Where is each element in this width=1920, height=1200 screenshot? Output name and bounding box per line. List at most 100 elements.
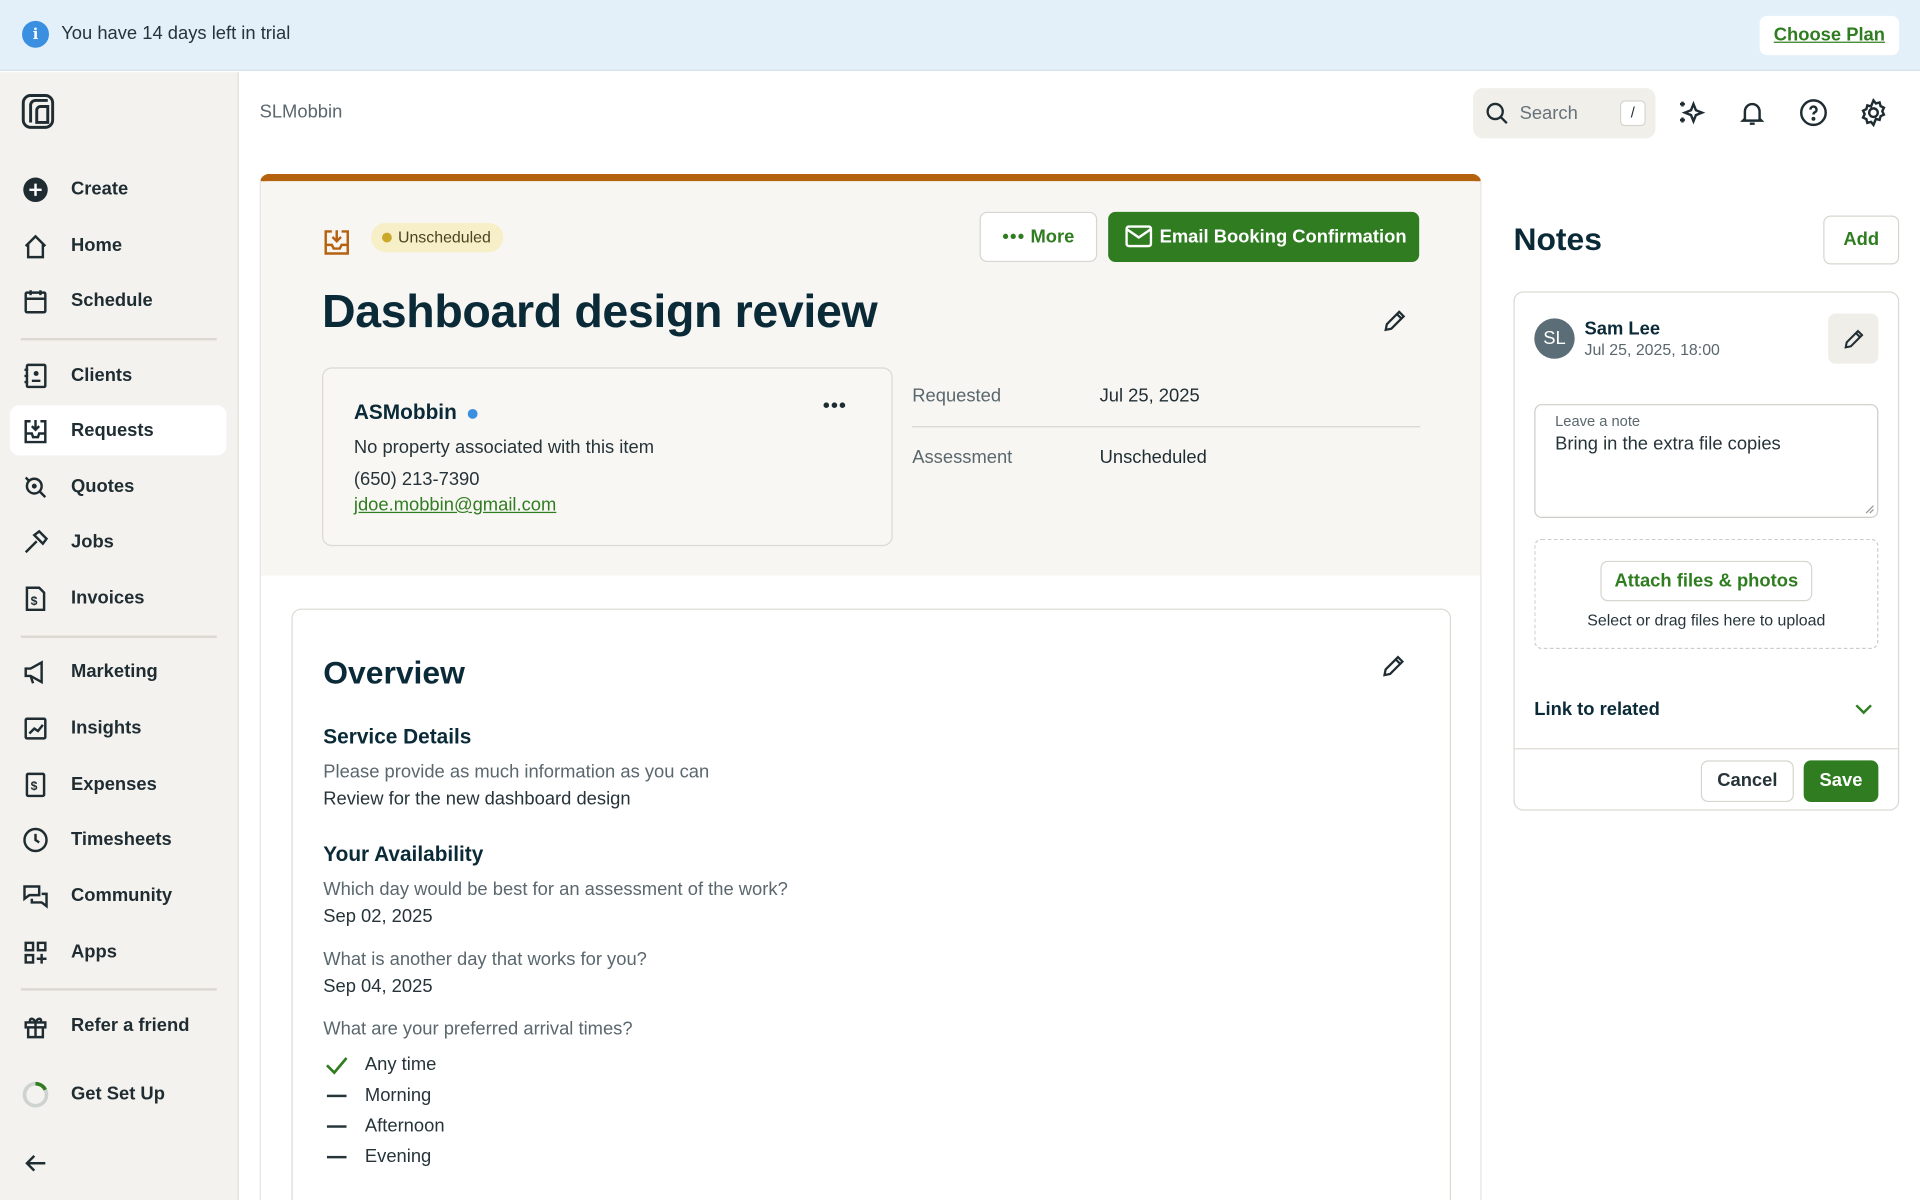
sidebar-item-refer-a-friend[interactable]: Refer a friend xyxy=(10,1000,227,1050)
avatar: SL xyxy=(1534,318,1575,359)
collapse-arrow-icon[interactable] xyxy=(23,1151,47,1182)
request-header: Unscheduled ••• More Email Booking Confi… xyxy=(260,181,1481,576)
note-date: Jul 25, 2025, 18:00 xyxy=(1584,340,1720,359)
sidebar-divider xyxy=(20,635,217,638)
search-placeholder: Search xyxy=(1519,102,1578,124)
chevron-down-icon[interactable] xyxy=(1854,702,1874,717)
sidebar-divider xyxy=(20,988,217,991)
file-drop-zone[interactable]: Attach files & photos Select or drag fil… xyxy=(1534,538,1879,649)
sidebar-item-jobs[interactable]: Jobs xyxy=(10,517,227,567)
trial-banner: i You have 14 days left in trial Choose … xyxy=(0,0,1920,72)
link-to-related-toggle[interactable]: Link to related xyxy=(1534,699,1660,721)
progress-ring-icon xyxy=(22,1081,49,1108)
status-dot xyxy=(467,408,478,419)
sidebar-item-community[interactable]: Community xyxy=(10,871,227,921)
sidebar-item-invoices[interactable]: $ Invoices xyxy=(10,573,227,623)
edit-pencil-icon[interactable] xyxy=(1381,307,1408,334)
sparkle-icon[interactable] xyxy=(1676,98,1706,127)
request-icon xyxy=(324,230,349,255)
note-field-value[interactable]: Bring in the extra file copies xyxy=(1555,433,1781,455)
pencil-icon xyxy=(1843,328,1863,349)
client-card: ASMobbin ••• No property associated with… xyxy=(322,367,893,547)
email-booking-confirmation-button[interactable]: Email Booking Confirmation xyxy=(1108,211,1420,263)
service-question: Please provide as much information as yo… xyxy=(323,761,710,783)
search-icon xyxy=(1486,102,1508,124)
sidebar-item-label: Timesheets xyxy=(71,828,172,850)
trial-text: You have 14 days left in trial xyxy=(61,23,291,45)
attach-files-button[interactable]: Attach files & photos xyxy=(1600,560,1813,602)
client-email[interactable]: jdoe.mobbin@gmail.com xyxy=(353,494,557,516)
sidebar-item-label: Requests xyxy=(71,420,154,441)
service-details-heading: Service Details xyxy=(323,724,472,749)
question-3: What are your preferred arrival times? xyxy=(323,1018,633,1040)
resize-handle-icon[interactable] xyxy=(1865,504,1875,514)
sidebar-item-label: Apps xyxy=(71,941,117,963)
question-1: Which day would be best for an assessmen… xyxy=(323,879,788,901)
client-property: No property associated with this item xyxy=(353,437,655,458)
sidebar-item-apps[interactable]: Apps xyxy=(10,927,227,977)
add-note-button[interactable]: Add xyxy=(1823,215,1900,265)
logo-icon[interactable] xyxy=(21,93,55,136)
dash-icon xyxy=(326,1155,347,1158)
sidebar-item-label: Jobs xyxy=(71,531,114,553)
more-button[interactable]: ••• More xyxy=(979,211,1098,263)
sidebar-item-clients[interactable]: Clients xyxy=(10,350,227,400)
question-2: What is another day that works for you? xyxy=(323,948,647,970)
sidebar-item-quotes[interactable]: Quotes xyxy=(10,462,227,512)
sidebar-item-label: Invoices xyxy=(71,587,145,609)
arrival-time-item: Morning xyxy=(323,1085,431,1106)
sidebar-item-marketing[interactable]: Marketing xyxy=(10,647,227,697)
sidebar-divider xyxy=(20,337,217,341)
request-card: Unscheduled ••• More Email Booking Confi… xyxy=(259,173,1482,1200)
breadcrumb[interactable]: SLMobbin xyxy=(259,101,343,123)
availability-heading: Your Availability xyxy=(323,842,484,866)
client-name[interactable]: ASMobbin xyxy=(353,400,457,424)
sidebar-item-get-set-up[interactable]: Get Set Up xyxy=(10,1069,227,1119)
svg-text:$: $ xyxy=(31,593,38,607)
sidebar-item-expenses[interactable]: $ Expenses xyxy=(10,759,227,809)
assessment-value: Unscheduled xyxy=(1099,446,1207,468)
client-phone[interactable]: (650) 213-7390 xyxy=(353,468,480,490)
arrival-time-item: Any time xyxy=(323,1054,436,1075)
more-dots-icon: ••• xyxy=(1002,226,1026,248)
edit-note-button[interactable] xyxy=(1828,313,1879,364)
client-menu-icon[interactable]: ••• xyxy=(822,395,848,417)
sidebar-item-home[interactable]: Home xyxy=(10,220,227,270)
sidebar-item-requests[interactable]: Requests xyxy=(9,405,227,456)
info-icon: i xyxy=(22,20,49,48)
dash-icon xyxy=(326,1124,347,1128)
gear-icon[interactable] xyxy=(1859,98,1888,128)
requested-label: Requested xyxy=(912,385,1002,407)
sidebar-item-schedule[interactable]: Schedule xyxy=(10,276,227,326)
plus-circle-icon xyxy=(22,176,49,203)
clock-icon xyxy=(22,826,49,853)
chart-icon xyxy=(22,714,49,741)
sidebar-item-label: Refer a friend xyxy=(71,1015,190,1036)
sidebar-item-label: Community xyxy=(71,885,173,907)
sidebar-item-label: Insights xyxy=(71,717,142,739)
page-title: Dashboard design review xyxy=(322,286,878,338)
choose-plan-button[interactable]: Choose Plan xyxy=(1759,15,1900,56)
help-icon[interactable] xyxy=(1799,98,1828,127)
chat-icon xyxy=(22,882,49,909)
assessment-label: Assessment xyxy=(912,446,1013,468)
apps-icon xyxy=(22,939,49,966)
sidebar-item-label: Get Set Up xyxy=(71,1083,165,1105)
calendar-icon xyxy=(22,287,49,314)
search-input[interactable]: Search / xyxy=(1473,88,1656,139)
sidebar-item-create[interactable]: Create xyxy=(10,164,227,214)
sidebar-item-label: Quotes xyxy=(71,476,135,498)
answer-2: Sep 04, 2025 xyxy=(323,975,433,997)
bell-icon[interactable] xyxy=(1738,98,1767,127)
edit-pencil-icon[interactable] xyxy=(1380,653,1407,680)
answer-1: Sep 02, 2025 xyxy=(323,906,433,927)
inbox-download-icon xyxy=(22,417,49,444)
note-author: Sam Lee xyxy=(1584,318,1661,340)
mail-icon xyxy=(1125,225,1153,248)
save-button[interactable]: Save xyxy=(1803,760,1879,803)
receipt-icon: $ xyxy=(22,771,49,798)
note-textarea[interactable]: Leave a note Bring in the extra file cop… xyxy=(1534,404,1879,518)
cancel-button[interactable]: Cancel xyxy=(1700,760,1794,803)
sidebar-item-insights[interactable]: Insights xyxy=(10,703,227,753)
sidebar-item-timesheets[interactable]: Timesheets xyxy=(10,814,227,864)
